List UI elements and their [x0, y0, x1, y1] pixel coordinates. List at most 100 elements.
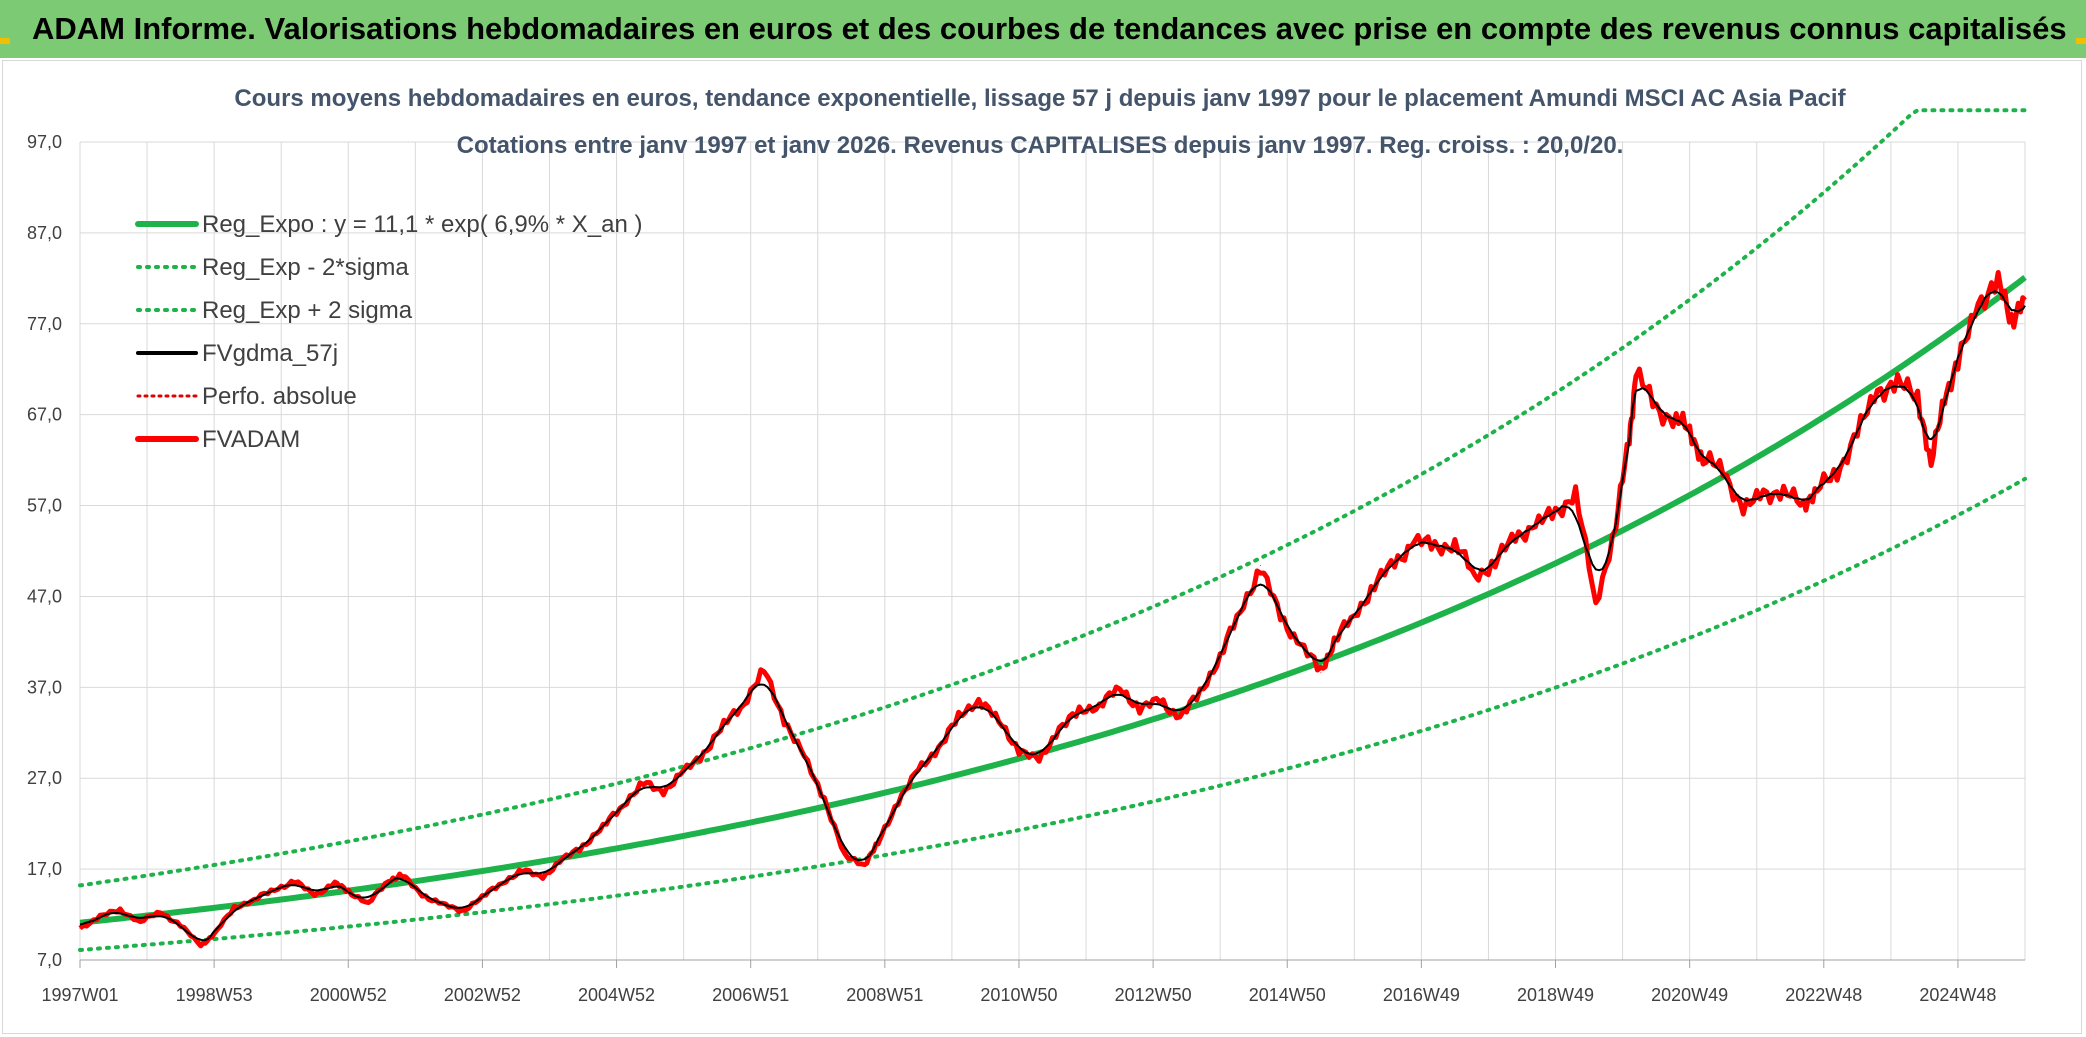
- fvadam-point: [1897, 385, 1899, 387]
- fvadam-point: [1534, 525, 1536, 527]
- legend: Reg_Expo : y = 11,1 * exp( 6,9% * X_an )…: [135, 211, 642, 453]
- fvadam-point: [877, 843, 879, 845]
- series-fvadam: [78, 270, 2027, 949]
- grid: [79, 141, 2026, 961]
- fvadam-point: [139, 921, 141, 923]
- banner: ADAM Informe. Valorisations hebdomadaire…: [0, 0, 2086, 58]
- fvadam-point: [1259, 565, 1261, 566]
- series-layer: [78, 108, 2027, 952]
- fvadam-point: [119, 909, 121, 911]
- fvadam-point: [602, 826, 604, 828]
- fvadam-point: [2024, 299, 2026, 301]
- fvadam-point: [1876, 388, 1878, 390]
- fvadam-point: [99, 915, 101, 917]
- fvadam-point: [542, 875, 544, 877]
- fvadam-point: [1555, 512, 1556, 514]
- fvadam-point: [783, 718, 785, 720]
- x-tick-label: 2002W52: [444, 985, 521, 1005]
- series-reg-exp-minus-2-sigma: [78, 476, 2027, 952]
- fvadam-point: [622, 803, 624, 805]
- fvadam-point: [958, 717, 960, 719]
- fvadam-point: [1159, 701, 1161, 703]
- fvadam-point: [1394, 563, 1396, 565]
- x-tick-label: 2024W48: [1919, 985, 1996, 1005]
- fvadam-point: [703, 752, 705, 754]
- fvadam-point: [1333, 639, 1335, 641]
- x-tick-label: 2018W49: [1517, 985, 1594, 1005]
- fvadam-point: [1414, 539, 1416, 541]
- fvadam-point: [421, 894, 423, 896]
- fvadam-point: [481, 896, 483, 898]
- fvadam-point: [1722, 466, 1724, 468]
- fvadam-point: [803, 757, 805, 759]
- fvadam-point: [1783, 494, 1785, 496]
- fvadam-point: [1655, 406, 1657, 408]
- x-tick-label: 2012W50: [1115, 985, 1192, 1005]
- fvadam-point: [1977, 299, 1979, 301]
- fvadam-point: [314, 894, 316, 896]
- fvadam-point: [562, 859, 564, 861]
- x-tick-label: 2016W49: [1383, 985, 1460, 1005]
- series-reg-expo: [79, 275, 2027, 926]
- fvadam-point: [1018, 748, 1020, 750]
- fvadam-point: [213, 934, 215, 936]
- chart-subtitle: Cotations entre janv 1997 et janv 2026. …: [457, 132, 1624, 159]
- fvadam-point: [998, 721, 1000, 723]
- x-tick-label: 2022W48: [1785, 985, 1862, 1005]
- fvadam-point: [461, 910, 463, 912]
- fvadam-point: [1078, 712, 1080, 714]
- legend-label: Reg_Exp + 2 sigma: [202, 297, 413, 324]
- y-tick-label: 37,0: [27, 677, 62, 697]
- fvadam-point: [79, 927, 81, 929]
- fvadam-point: [1689, 426, 1691, 428]
- fvadam-point: [1957, 366, 1959, 368]
- fvadam-point: [763, 670, 765, 672]
- fvadam-point: [200, 945, 202, 946]
- fvadam-point: [294, 881, 296, 883]
- fvadam-point: [1139, 706, 1141, 708]
- fvadam-point: [743, 701, 745, 703]
- series-reg-exp-plus-2-sigma: [78, 108, 2027, 888]
- fvadam-point: [978, 697, 980, 699]
- fvadam-point: [1300, 643, 1302, 645]
- x-tick-label: 1998W53: [176, 985, 253, 1005]
- fvadam-point: [1944, 392, 1945, 394]
- fvadam-point: [502, 881, 503, 883]
- legend-label: FVADAM: [202, 426, 300, 453]
- fvadam-point: [1917, 392, 1919, 394]
- fvadam-point: [723, 725, 725, 726]
- fvadam-point: [683, 772, 685, 774]
- fvadam-point: [1856, 434, 1858, 436]
- x-axis: 1997W01 1998W53 2000W52 2002W52 2004W52 2006W…: [41, 959, 2025, 1005]
- fvadam-point: [1353, 615, 1355, 617]
- fvadam-point: [897, 799, 899, 801]
- fvadam-point: [1280, 617, 1281, 619]
- fvadam-point: [388, 879, 389, 881]
- fvadam-point: [233, 906, 235, 908]
- fvadam-point: [1219, 654, 1221, 656]
- fvadam-point: [1816, 490, 1818, 492]
- fvadam-point: [917, 770, 919, 772]
- y-axis: 7,0 17,0 27,0 37,0 47,0 57,0 67,0 77,0 87,0 97,0: [27, 132, 62, 970]
- fvadam-point: [1239, 612, 1241, 614]
- fvadam-point: [1702, 461, 1704, 463]
- x-tick-label: 2010W50: [980, 985, 1057, 1005]
- series-fvgdma-57j: [79, 290, 2026, 942]
- fvadam-point: [1803, 501, 1805, 503]
- legend-label: Perfo. absolue: [202, 383, 357, 410]
- fvadam-point: [334, 883, 336, 885]
- y-tick-label: 17,0: [27, 859, 62, 879]
- fvadam-point: [347, 890, 349, 892]
- chart-title: Cours moyens hebdomadaires en euros, ten…: [234, 85, 1846, 112]
- fvadam-point: [938, 746, 939, 748]
- fvadam-point: [663, 790, 664, 792]
- fvadam-point: [1454, 543, 1456, 545]
- fvadam-point: [1119, 688, 1121, 690]
- fvadam-point: [642, 783, 644, 785]
- fvadam-point: [441, 904, 443, 906]
- fvadam-point: [367, 903, 369, 905]
- fvadam-point: [253, 899, 255, 901]
- fvadam-point: [1836, 470, 1838, 472]
- fvadam-point: [844, 855, 846, 857]
